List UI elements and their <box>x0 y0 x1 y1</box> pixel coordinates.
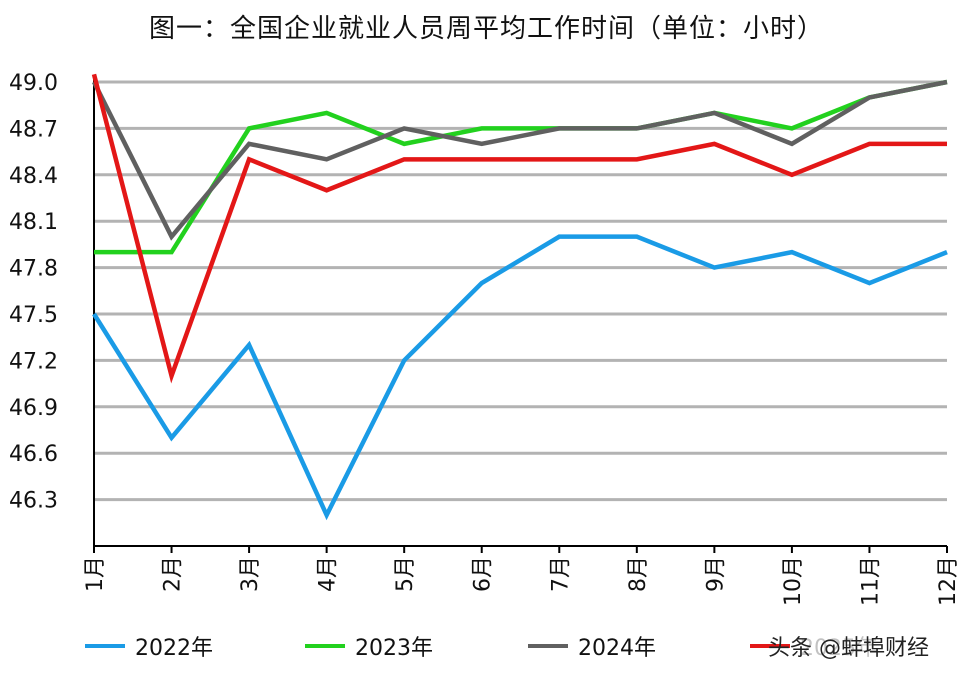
legend-swatch <box>750 644 790 648</box>
y-tick-label: 46.6 <box>9 442 58 467</box>
y-tick-label: 49.0 <box>9 71 58 96</box>
y-tick-label: 46.9 <box>9 396 58 421</box>
legend-item-2024: 2024年 <box>528 630 656 662</box>
legend-label: 2022年 <box>135 636 213 661</box>
series-line-2022年 <box>92 234 948 521</box>
chart-title: 图一：全国企业就业人员周平均工作时间（单位：小时） <box>148 14 824 44</box>
x-tick-label: 6月 <box>471 556 496 592</box>
y-tick-label: 47.5 <box>9 303 58 328</box>
watermark: 头条 @蚌埠财经 <box>768 636 929 661</box>
legend-item-2025: 2025年 <box>750 630 878 662</box>
x-tick-label: 10月 <box>781 556 806 606</box>
x-tick-label: 9月 <box>703 556 728 592</box>
x-tick-label: 11月 <box>858 556 883 606</box>
series-line-2025年 <box>91 73 947 384</box>
legend-item-2023: 2023年 <box>305 630 433 662</box>
y-tick-label: 48.4 <box>9 164 58 189</box>
legend-swatch <box>528 644 568 648</box>
x-tick-label: 1月 <box>83 556 108 592</box>
y-tick-label: 48.7 <box>9 117 58 142</box>
x-tick-label: 3月 <box>238 556 263 592</box>
series-line-2024年 <box>91 79 948 241</box>
legend-swatch <box>305 644 345 648</box>
series-line-2023年 <box>94 79 948 255</box>
x-tick-label: 4月 <box>316 556 341 592</box>
legend-item-2022: 2022年 <box>85 630 213 662</box>
x-tick-label: 2月 <box>161 556 186 592</box>
x-tick-label: 7月 <box>548 556 573 592</box>
legend-label: 2023年 <box>355 636 433 661</box>
y-tick-label: 47.8 <box>9 257 58 282</box>
y-tick-label: 48.1 <box>9 210 58 235</box>
x-tick-label: 8月 <box>626 556 651 592</box>
legend-swatch <box>85 644 125 648</box>
legend-label: 2024年 <box>578 636 656 661</box>
x-tick-label: 5月 <box>393 556 418 592</box>
legend-label: 2025年 <box>800 636 878 661</box>
y-tick-label: 46.3 <box>9 489 58 514</box>
x-tick-label: 12月 <box>936 556 961 606</box>
y-tick-label: 47.2 <box>9 349 58 374</box>
